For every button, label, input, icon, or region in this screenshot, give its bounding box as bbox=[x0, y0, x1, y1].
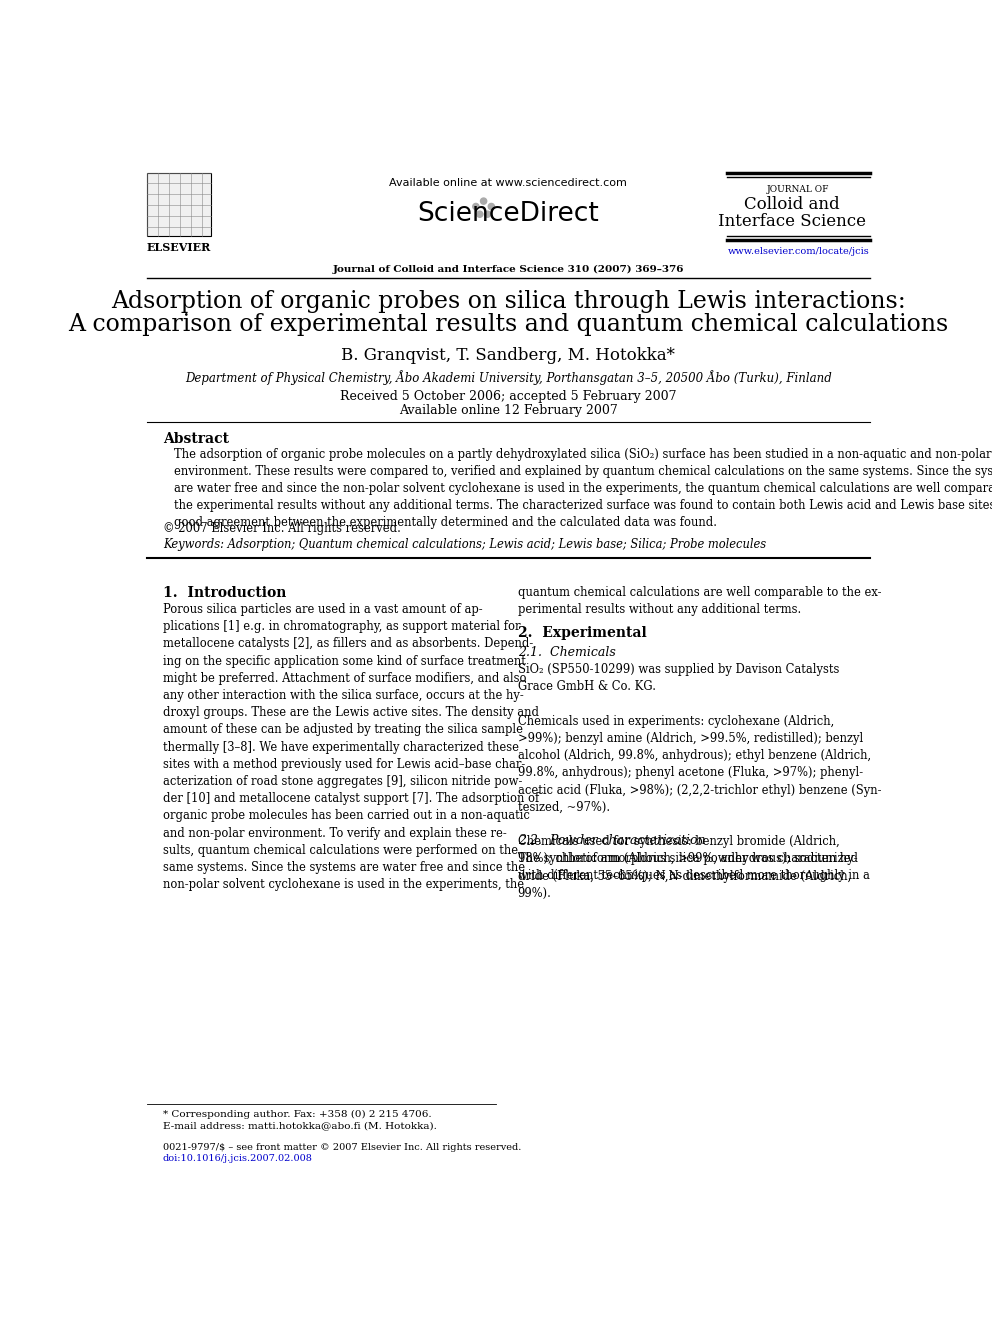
Text: Adsorption of organic probes on silica through Lewis interactions:: Adsorption of organic probes on silica t… bbox=[111, 290, 906, 312]
Text: Colloid and: Colloid and bbox=[744, 196, 840, 213]
Text: Received 5 October 2006; accepted 5 February 2007: Received 5 October 2006; accepted 5 Febr… bbox=[340, 390, 677, 402]
Text: 2.2.  Powder characterization: 2.2. Powder characterization bbox=[518, 833, 705, 847]
Text: Available online at www.sciencedirect.com: Available online at www.sciencedirect.co… bbox=[390, 179, 627, 188]
Text: The synthetic amorphous silica powder was characterized
with different technique: The synthetic amorphous silica powder wa… bbox=[518, 852, 870, 882]
Text: B. Granqvist, T. Sandberg, M. Hotokka*: B. Granqvist, T. Sandberg, M. Hotokka* bbox=[341, 348, 676, 364]
Text: doi:10.1016/j.jcis.2007.02.008: doi:10.1016/j.jcis.2007.02.008 bbox=[163, 1155, 312, 1163]
Text: Abstract: Abstract bbox=[163, 433, 229, 446]
Text: JOURNAL OF: JOURNAL OF bbox=[767, 185, 829, 194]
Text: Journal of Colloid and Interface Science 310 (2007) 369–376: Journal of Colloid and Interface Science… bbox=[332, 265, 684, 274]
Text: ScienceDirect: ScienceDirect bbox=[418, 201, 599, 228]
Text: Keywords: Adsorption; Quantum chemical calculations; Lewis acid; Lewis base; Sil: Keywords: Adsorption; Quantum chemical c… bbox=[163, 537, 766, 550]
Text: A comparison of experimental results and quantum chemical calculations: A comparison of experimental results and… bbox=[68, 312, 948, 336]
Circle shape bbox=[488, 204, 494, 209]
Text: Available online 12 February 2007: Available online 12 February 2007 bbox=[399, 404, 618, 417]
Text: SiO₂ (SP550-10299) was supplied by Davison Catalysts
Grace GmbH & Co. KG.

Chemi: SiO₂ (SP550-10299) was supplied by Davis… bbox=[518, 663, 881, 900]
Text: ELSEVIER: ELSEVIER bbox=[147, 242, 211, 253]
Bar bbox=[147, 172, 210, 235]
Text: © 2007 Elsevier Inc. All rights reserved.: © 2007 Elsevier Inc. All rights reserved… bbox=[163, 523, 401, 536]
Text: quantum chemical calculations are well comparable to the ex-
perimental results : quantum chemical calculations are well c… bbox=[518, 586, 881, 617]
Text: Department of Physical Chemistry, Åbo Akademi University, Porthansgatan 3–5, 205: Department of Physical Chemistry, Åbo Ak… bbox=[186, 370, 831, 385]
Circle shape bbox=[484, 212, 491, 217]
Text: * Corresponding author. Fax: +358 (0) 2 215 4706.: * Corresponding author. Fax: +358 (0) 2 … bbox=[163, 1110, 432, 1119]
Text: www.elsevier.com/locate/jcis: www.elsevier.com/locate/jcis bbox=[727, 247, 869, 257]
Text: 1.  Introduction: 1. Introduction bbox=[163, 586, 286, 601]
Text: 0021-9797/$ – see front matter © 2007 Elsevier Inc. All rights reserved.: 0021-9797/$ – see front matter © 2007 El… bbox=[163, 1143, 521, 1152]
Circle shape bbox=[480, 198, 487, 204]
Text: E-mail address: matti.hotokka@abo.fi (M. Hotokka).: E-mail address: matti.hotokka@abo.fi (M.… bbox=[163, 1122, 436, 1130]
Circle shape bbox=[473, 204, 479, 209]
Text: Porous silica particles are used in a vast amount of ap-
plications [1] e.g. in : Porous silica particles are used in a va… bbox=[163, 603, 539, 892]
Text: 2.1.  Chemicals: 2.1. Chemicals bbox=[518, 646, 615, 659]
Text: 2.  Experimental: 2. Experimental bbox=[518, 626, 647, 640]
Text: The adsorption of organic probe molecules on a partly dehydroxylated silica (SiO: The adsorption of organic probe molecule… bbox=[175, 447, 992, 528]
Text: Interface Science: Interface Science bbox=[718, 213, 866, 230]
Circle shape bbox=[476, 212, 483, 217]
